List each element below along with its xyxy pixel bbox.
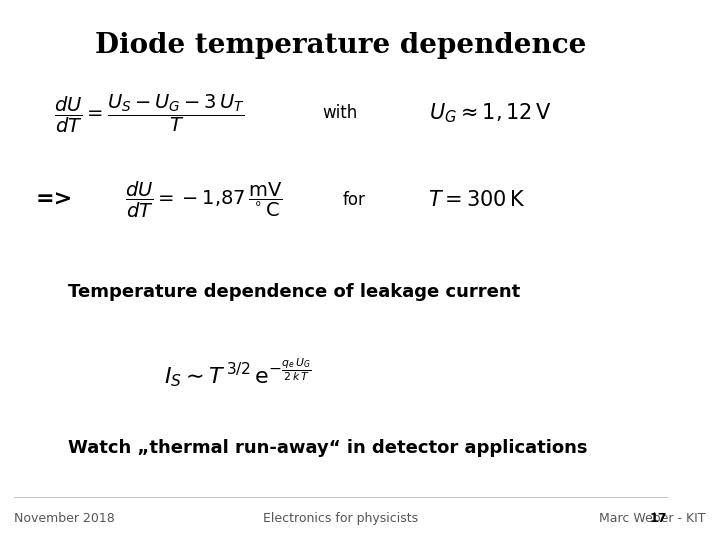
Text: November 2018: November 2018 <box>14 512 114 525</box>
Text: for: for <box>343 191 365 209</box>
Text: $T = 300\,\mathrm{K}$: $T = 300\,\mathrm{K}$ <box>428 190 525 210</box>
Text: Diode temperature dependence: Diode temperature dependence <box>94 32 586 59</box>
Text: =>: => <box>36 190 73 210</box>
Text: Temperature dependence of leakage current: Temperature dependence of leakage curren… <box>68 282 521 301</box>
Text: $\dfrac{dU}{dT} = \dfrac{U_S - U_G - 3\,U_T}{T}$: $\dfrac{dU}{dT} = \dfrac{U_S - U_G - 3\,… <box>54 92 245 134</box>
Text: with: with <box>323 104 358 123</box>
Text: $U_G \approx 1{,}\,12\,\mathrm{V}$: $U_G \approx 1{,}\,12\,\mathrm{V}$ <box>429 102 551 125</box>
Text: Watch „thermal run-away“ in detector applications: Watch „thermal run-away“ in detector app… <box>68 439 588 457</box>
Text: $\dfrac{dU}{dT} = -1{,}87\,\dfrac{\mathrm{mV}}{^\circ\mathrm{C}}$: $\dfrac{dU}{dT} = -1{,}87\,\dfrac{\mathr… <box>125 180 283 220</box>
Text: 17: 17 <box>649 512 667 525</box>
Text: Electronics for physicists: Electronics for physicists <box>263 512 418 525</box>
Text: $I_S \sim T^{\,3/2}\, \mathrm{e}^{-\frac{q_e\, U_G}{2\,k\,T}}$: $I_S \sim T^{\,3/2}\, \mathrm{e}^{-\frac… <box>164 356 312 389</box>
Text: Marc Weber - KIT: Marc Weber - KIT <box>599 512 706 525</box>
